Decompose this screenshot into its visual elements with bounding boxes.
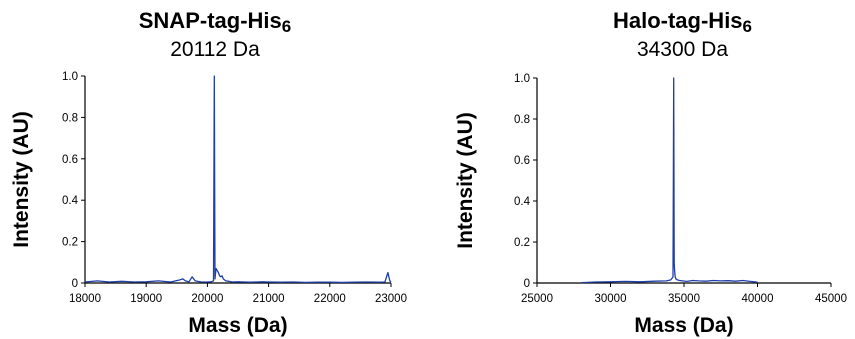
y-tick-label: 0.6	[514, 155, 530, 167]
y-tick-label: 0.6	[62, 154, 78, 166]
x-tick-label: 23000	[375, 293, 407, 305]
y-tick-label: 0	[524, 278, 530, 290]
series-line	[581, 77, 758, 284]
x-tick-label: 45000	[815, 293, 847, 305]
chart-title-text: Halo-tag-His	[612, 8, 743, 33]
chart-title: Halo-tag-His6	[470, 8, 855, 36]
chart-panel-snap: SNAP-tag-His6 20112 Da 0 0.2 0.4 0.6 0.8 1.0 1…	[0, 8, 430, 337]
y-axis-label: Intensity (AU)	[10, 111, 33, 248]
chart-title-text: SNAP-tag-His	[138, 8, 282, 33]
y-axis-label: Intensity (AU)	[454, 112, 477, 249]
chart-title-subscript: 6	[281, 17, 292, 36]
y-tick-label: 0.8	[62, 112, 78, 124]
y-tick-label: 0.4	[62, 195, 79, 207]
y-tick-label: 1.0	[514, 73, 530, 85]
chart-plot-area: 0 0.2 0.4 0.6 0.8 1.0 18000 19000 20000 21000 2200…	[10, 71, 407, 337]
x-axis-label: Mass (Da)	[188, 314, 287, 337]
x-tick-label: 35000	[668, 293, 700, 305]
y-tick-label: 0.4	[514, 196, 531, 208]
x-axis-label: Mass (Da)	[634, 314, 733, 337]
x-tick-label: 30000	[595, 293, 627, 305]
y-tick-label: 0.2	[514, 237, 530, 249]
x-tick-label: 22000	[314, 293, 346, 305]
chart-title-subscript: 6	[742, 17, 753, 36]
series-line	[84, 75, 392, 284]
chart-panel-halo: Halo-tag-His6 34300 Da 0 0.2 0.4 0.6 0.8 1.0 2…	[430, 0, 855, 339]
x-tick-label: 25000	[521, 293, 553, 305]
y-tick-label: 0	[72, 278, 78, 290]
chart-subtitle: 34300 Da	[636, 38, 729, 61]
chart-subtitle: 20112 Da	[170, 38, 260, 61]
y-tick-label: 1.0	[62, 71, 78, 83]
x-tick-label: 18000	[69, 293, 101, 305]
y-tick-label: 0.8	[514, 114, 530, 126]
x-tick-label: 21000	[253, 293, 285, 305]
x-tick-label: 40000	[742, 293, 774, 305]
chart-title: SNAP-tag-His6	[0, 8, 430, 36]
y-tick-label: 0.2	[62, 237, 78, 249]
x-tick-label: 20000	[191, 293, 223, 305]
x-tick-label: 19000	[130, 293, 162, 305]
chart-plot-area: 0 0.2 0.4 0.6 0.8 1.0 25000 30000 35000 40000 4500…	[454, 73, 847, 337]
